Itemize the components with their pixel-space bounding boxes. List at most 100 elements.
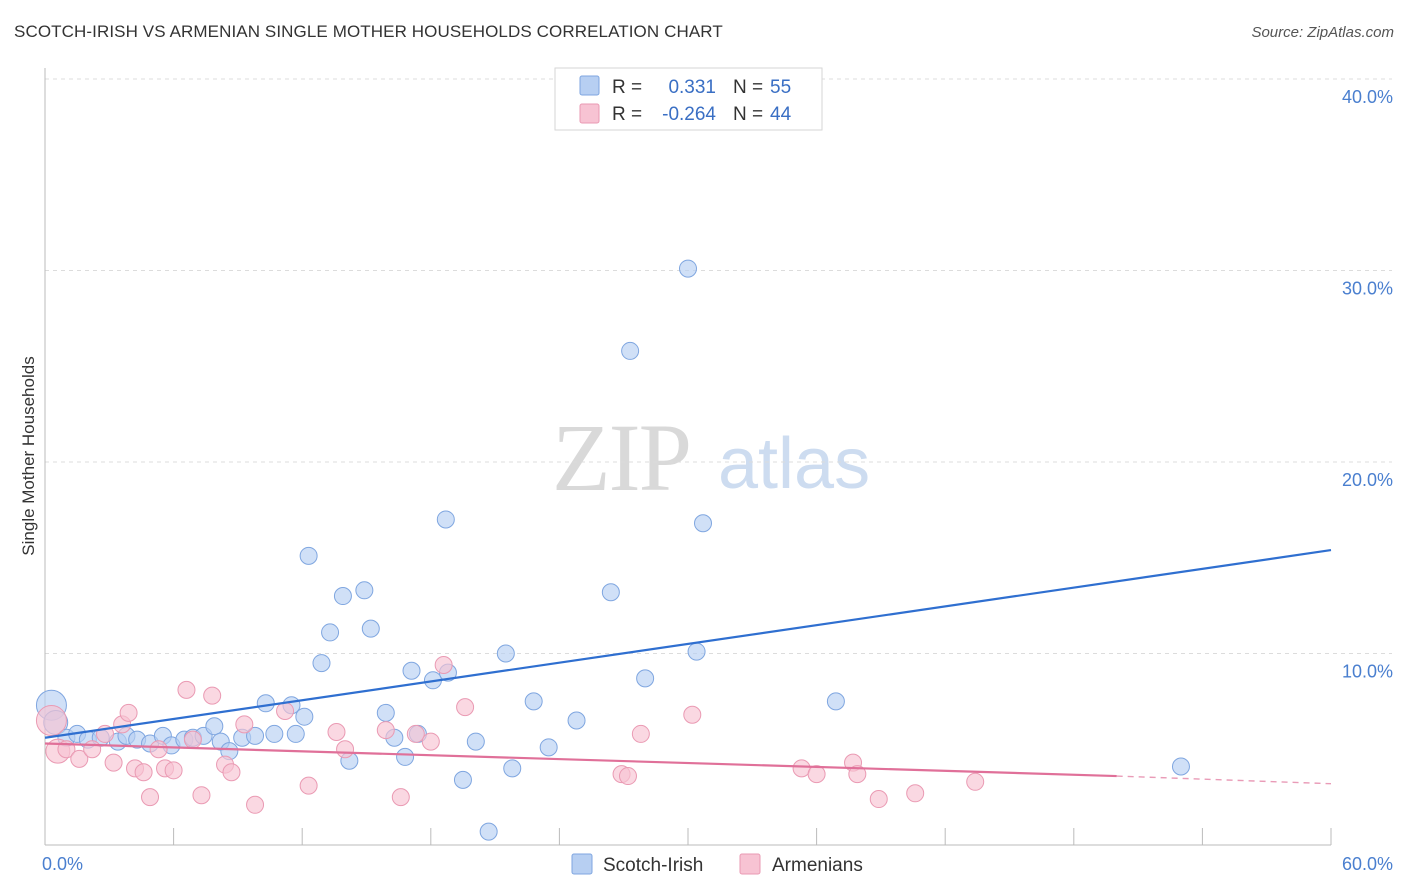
data-point [134, 763, 153, 782]
data-point [104, 753, 123, 772]
data-point [246, 795, 265, 814]
data-point [327, 723, 346, 742]
data-point [421, 732, 440, 751]
data-point [141, 788, 160, 807]
stats-r-value-1: 0.331 [668, 77, 716, 98]
trend-line-armenians-extension [1116, 775, 1332, 785]
data-point [265, 724, 284, 743]
series-legend: Scotch-Irish Armenians [571, 853, 863, 876]
tick-labels: 10.0% 20.0% 30.0% 40.0% 0.0% 60.0% [42, 87, 1393, 874]
legend-swatch-armenians [739, 853, 761, 875]
stats-r-label-2: R = [612, 104, 642, 125]
watermark-atlas: atlas [718, 424, 870, 504]
data-point [618, 767, 637, 786]
y-tick-label: 20.0% [1342, 470, 1393, 490]
data-point [276, 701, 295, 720]
chart-title: SCOTCH-IRISH VS ARMENIAN SINGLE MOTHER H… [14, 22, 723, 41]
legend-label-armenians: Armenians [772, 855, 863, 876]
data-point [376, 721, 395, 740]
data-point [402, 661, 421, 680]
stats-r-label-1: R = [612, 77, 642, 98]
data-point [164, 761, 183, 780]
scotch-irish-points [35, 259, 1190, 841]
data-point [479, 822, 498, 841]
stats-swatch-armenians [579, 103, 600, 124]
data-point [869, 790, 888, 809]
data-point [524, 692, 543, 711]
source-label: Source: ZipAtlas.com [1251, 24, 1394, 41]
data-point [636, 669, 655, 688]
data-point [235, 715, 254, 734]
data-point [792, 759, 811, 778]
stats-n-label-2: N = [733, 104, 763, 125]
data-point [621, 341, 640, 360]
watermark-zip: ZIP [552, 404, 690, 511]
legend-swatch-scotch-irish [571, 853, 593, 875]
stats-r-value-2: -0.264 [662, 104, 716, 125]
stats-n-value-2: 44 [770, 104, 792, 125]
data-point [406, 724, 425, 743]
data-point [35, 705, 67, 737]
data-point [256, 694, 275, 713]
data-point [355, 581, 374, 600]
y-tick-label: 10.0% [1342, 662, 1393, 682]
data-point [453, 770, 472, 789]
data-point [456, 698, 475, 717]
watermark: ZIP atlas [552, 404, 870, 511]
x-tick-label: 0.0% [42, 854, 83, 874]
data-point [149, 740, 168, 759]
data-point [336, 740, 355, 759]
data-point [466, 732, 485, 751]
stats-n-value-1: 55 [770, 77, 791, 98]
data-point [205, 717, 224, 736]
stats-swatch-scotch-irish [579, 75, 600, 96]
stats-legend: R = 0.331 N = 55 R = -0.264 N = 44 [554, 67, 823, 131]
data-point [321, 623, 340, 642]
data-point [503, 759, 522, 778]
data-point [312, 654, 331, 673]
data-point [567, 711, 586, 730]
data-point [687, 642, 706, 661]
legend-label-scotch-irish: Scotch-Irish [603, 855, 703, 876]
data-point [177, 680, 196, 699]
data-point [496, 644, 515, 663]
trend-line-armenians [44, 742, 1117, 778]
stats-n-label-1: N = [733, 77, 763, 98]
trend-line-scotch-irish [44, 549, 1332, 739]
data-point [966, 772, 985, 791]
data-point [826, 692, 845, 711]
data-point [631, 724, 650, 743]
data-point [539, 738, 558, 757]
data-point [679, 259, 697, 278]
data-point [391, 788, 410, 807]
y-tick-label: 30.0% [1342, 279, 1393, 299]
data-point [299, 546, 318, 565]
data-point [361, 619, 380, 638]
data-point [295, 707, 314, 726]
data-point [83, 740, 102, 759]
data-point [183, 730, 202, 749]
data-point [848, 765, 867, 784]
data-point [222, 763, 241, 782]
trend-lines [44, 549, 1332, 785]
data-point [376, 703, 395, 722]
data-point [436, 510, 455, 529]
data-point [299, 776, 318, 795]
data-point [396, 747, 415, 766]
data-point [1171, 757, 1190, 776]
grid-lines [45, 78, 1392, 654]
data-point [192, 786, 211, 805]
data-point [601, 583, 620, 602]
data-point [203, 686, 222, 705]
data-point [906, 784, 925, 803]
data-point [119, 703, 138, 722]
data-point [694, 514, 713, 533]
x-tick-label: 60.0% [1342, 854, 1393, 874]
y-tick-label: 40.0% [1342, 87, 1393, 107]
data-point [333, 587, 352, 606]
data-point [286, 724, 305, 743]
data-point [246, 726, 265, 745]
data-point [683, 705, 702, 724]
y-axis-title: Single Mother Households [19, 356, 38, 555]
